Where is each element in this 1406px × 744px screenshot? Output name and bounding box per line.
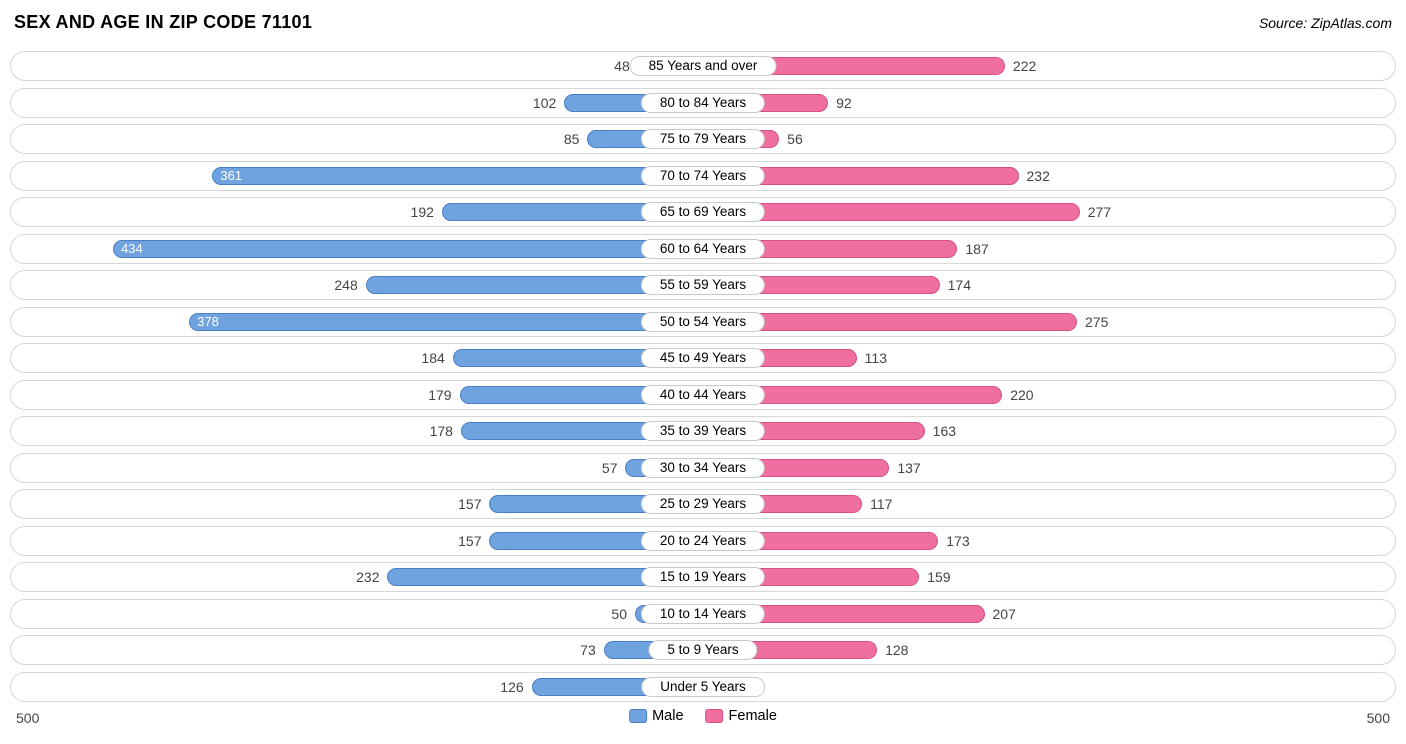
- pyramid-row: 5 to 9 Years 73 128: [10, 635, 1396, 665]
- axis-max-right: 500: [1367, 710, 1390, 726]
- pyramid-row: 80 to 84 Years 102 92: [10, 88, 1396, 118]
- pyramid-row: 60 to 64 Years 434 187: [10, 234, 1396, 264]
- female-swatch: [706, 709, 724, 723]
- male-bar: [113, 240, 703, 258]
- chart-source: Source: ZipAtlas.com: [1259, 15, 1392, 31]
- male-value: 378: [193, 313, 223, 331]
- age-group-label: 60 to 64 Years: [641, 239, 765, 259]
- female-value: 232: [1027, 162, 1050, 190]
- female-value: 220: [1010, 381, 1033, 409]
- female-value: 187: [965, 235, 988, 263]
- female-value: 113: [865, 344, 887, 372]
- male-bar: [212, 167, 703, 185]
- chart-title: SEX AND AGE IN ZIP CODE 71101: [14, 12, 312, 33]
- pyramid-row: 50 to 54 Years 378 275: [10, 307, 1396, 337]
- age-group-label: 80 to 84 Years: [641, 93, 765, 113]
- axis-max-left: 500: [16, 710, 39, 726]
- female-value: 222: [1013, 52, 1036, 80]
- legend-male-label: Male: [652, 708, 683, 724]
- male-value: 102: [533, 89, 556, 117]
- age-group-label: 75 to 79 Years: [641, 129, 765, 149]
- pyramid-row: 30 to 34 Years 57 137: [10, 453, 1396, 483]
- age-group-label: 50 to 54 Years: [641, 312, 765, 332]
- female-value: 277: [1088, 198, 1111, 226]
- male-value: 126: [500, 673, 523, 701]
- pyramid-row: 45 to 49 Years 184 113: [10, 343, 1396, 373]
- male-value: 192: [411, 198, 434, 226]
- female-value: 163: [933, 417, 956, 445]
- male-swatch: [629, 709, 647, 723]
- male-value: 50: [611, 600, 627, 628]
- age-group-label: 35 to 39 Years: [641, 421, 765, 441]
- age-group-label: 70 to 74 Years: [641, 166, 765, 186]
- age-group-label: 65 to 69 Years: [641, 202, 765, 222]
- pyramid-row: Under 5 Years12627: [10, 672, 1396, 702]
- female-value: 117: [870, 490, 892, 518]
- male-value: 179: [428, 381, 451, 409]
- population-pyramid: 85 Years and over48 222 80 to 84 Years 102 9…: [10, 51, 1396, 702]
- age-group-label: 30 to 34 Years: [641, 458, 765, 478]
- pyramid-row: 75 to 79 Years 85 56: [10, 124, 1396, 154]
- male-value: 361: [216, 167, 246, 185]
- male-bar: [189, 313, 703, 331]
- age-group-label: Under 5 Years: [641, 677, 765, 697]
- male-value: 48: [614, 52, 630, 80]
- pyramid-row: 55 to 59 Years 248 174: [10, 270, 1396, 300]
- female-value: 128: [885, 636, 908, 664]
- female-value: 174: [948, 271, 971, 299]
- male-value: 85: [564, 125, 580, 153]
- age-group-label: 15 to 19 Years: [641, 567, 765, 587]
- male-value: 157: [458, 490, 481, 518]
- age-group-label: 20 to 24 Years: [641, 531, 765, 551]
- pyramid-row: 20 to 24 Years 157 173: [10, 526, 1396, 556]
- male-value: 178: [430, 417, 453, 445]
- female-value: 159: [927, 563, 950, 591]
- male-value: 232: [356, 563, 379, 591]
- female-value: 275: [1085, 308, 1108, 336]
- legend-male: Male: [629, 708, 683, 724]
- pyramid-row: 70 to 74 Years 361 232: [10, 161, 1396, 191]
- male-value: 157: [458, 527, 481, 555]
- pyramid-row: 85 Years and over48 222: [10, 51, 1396, 81]
- age-group-label: 45 to 49 Years: [641, 348, 765, 368]
- female-value: 56: [787, 125, 803, 153]
- pyramid-row: 35 to 39 Years 178 163: [10, 416, 1396, 446]
- male-value: 73: [580, 636, 596, 664]
- male-value: 57: [602, 454, 618, 482]
- pyramid-row: 65 to 69 Years 192 277: [10, 197, 1396, 227]
- female-value: 173: [946, 527, 969, 555]
- male-value: 184: [421, 344, 444, 372]
- legend-female-label: Female: [729, 708, 777, 724]
- age-group-label: 25 to 29 Years: [641, 494, 765, 514]
- age-group-label: 40 to 44 Years: [641, 385, 765, 405]
- legend: Male Female: [629, 708, 777, 724]
- age-group-label: 5 to 9 Years: [648, 640, 757, 660]
- female-value: 137: [897, 454, 920, 482]
- female-value: 207: [993, 600, 1016, 628]
- age-group-label: 85 Years and over: [630, 56, 777, 76]
- pyramid-row: 10 to 14 Years 50 207: [10, 599, 1396, 629]
- male-value: 248: [334, 271, 357, 299]
- male-value: 434: [117, 240, 147, 258]
- age-group-label: 10 to 14 Years: [641, 604, 765, 624]
- pyramid-row: 25 to 29 Years 157 117: [10, 489, 1396, 519]
- pyramid-row: 15 to 19 Years 232 159: [10, 562, 1396, 592]
- female-value: 92: [836, 89, 852, 117]
- legend-female: Female: [706, 708, 777, 724]
- pyramid-row: 40 to 44 Years 179 220: [10, 380, 1396, 410]
- age-group-label: 55 to 59 Years: [641, 275, 765, 295]
